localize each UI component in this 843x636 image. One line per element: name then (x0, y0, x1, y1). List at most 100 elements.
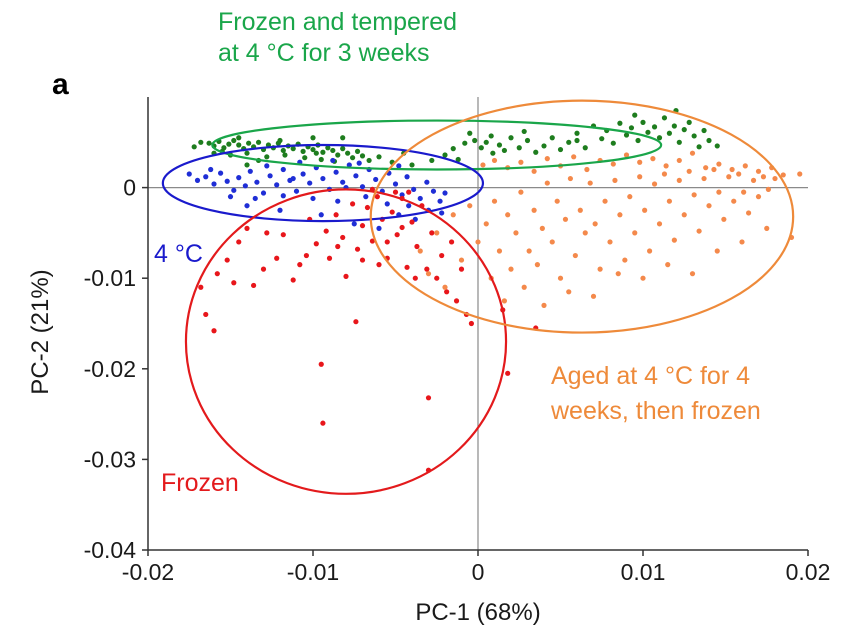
data-point (333, 212, 339, 218)
data-point (277, 137, 283, 144)
data-point (252, 195, 258, 202)
data-point (533, 149, 539, 155)
data-point (434, 275, 440, 281)
data-point (264, 163, 270, 169)
data-point (571, 154, 577, 160)
data-point (346, 162, 352, 168)
data-point (424, 179, 430, 185)
data-point (632, 230, 638, 236)
data-point (236, 239, 242, 245)
data-point (373, 176, 379, 183)
data-point (531, 168, 537, 174)
data-point (236, 142, 242, 148)
data-point (255, 139, 262, 145)
data-point (483, 221, 489, 227)
data-point (617, 120, 623, 126)
data-point (640, 275, 646, 281)
data-point (518, 159, 524, 165)
data-point (714, 143, 720, 149)
data-point (260, 190, 267, 196)
data-point (582, 145, 588, 151)
data-point (251, 282, 257, 289)
data-point (297, 262, 303, 268)
data-point (666, 130, 673, 136)
data-point (508, 135, 514, 141)
data-point (198, 139, 204, 145)
data-point (764, 225, 770, 231)
data-point (442, 152, 448, 158)
data-point (628, 125, 635, 131)
data-point (333, 169, 339, 175)
data-point (689, 150, 696, 156)
group-ellipse (211, 119, 663, 171)
data-point (214, 271, 220, 277)
data-point (480, 162, 486, 168)
data-point (696, 228, 702, 234)
data-point (376, 262, 382, 268)
data-point (406, 203, 412, 209)
data-point (260, 266, 267, 272)
data-point (300, 148, 306, 154)
data-point (566, 289, 572, 295)
data-point (203, 311, 209, 318)
data-point (318, 156, 324, 163)
data-point (726, 174, 732, 180)
data-point (610, 140, 616, 146)
data-point (345, 150, 351, 156)
data-point (374, 194, 380, 200)
data-point (518, 189, 524, 195)
data-point (736, 171, 742, 177)
group-ellipse (184, 188, 508, 495)
data-point (772, 175, 778, 182)
data-point (566, 139, 572, 145)
data-point (325, 145, 331, 151)
data-point (330, 157, 336, 164)
data-point (425, 395, 432, 401)
data-point (541, 302, 547, 308)
data-point (254, 179, 260, 185)
data-point (539, 225, 545, 231)
data-point (755, 194, 762, 200)
data-point (406, 189, 412, 195)
data-point (242, 183, 248, 189)
data-point (350, 155, 356, 161)
data-point (340, 146, 346, 152)
data-point (211, 328, 217, 334)
data-point (310, 195, 316, 202)
data-point (392, 189, 399, 195)
data-point (599, 136, 605, 142)
data-point (676, 157, 682, 164)
data-point (318, 361, 324, 367)
data-point (458, 266, 465, 272)
data-point (424, 266, 430, 272)
data-point (384, 201, 390, 207)
group-label-line: Aged at 4 °C for 4 (551, 362, 750, 390)
data-point (739, 239, 745, 245)
data-point (632, 112, 638, 118)
data-point (247, 168, 253, 174)
data-point (574, 130, 580, 136)
data-point (203, 174, 209, 180)
data-point (483, 139, 489, 145)
data-point (496, 248, 503, 254)
data-point (453, 298, 460, 304)
data-point (656, 135, 663, 141)
data-point (676, 139, 682, 145)
y-tick-label: -0.01 (84, 265, 136, 291)
data-point (505, 212, 511, 218)
data-point (376, 154, 382, 160)
data-point (676, 177, 682, 183)
data-point (681, 212, 687, 218)
data-point (623, 132, 630, 138)
data-point (549, 135, 555, 141)
data-point (541, 143, 547, 149)
data-point (755, 168, 762, 174)
data-point (277, 207, 283, 213)
data-point (635, 137, 641, 144)
data-point (335, 243, 341, 250)
data-point (544, 180, 550, 186)
data-point (300, 171, 306, 177)
data-point (557, 146, 564, 153)
data-point (354, 246, 361, 252)
